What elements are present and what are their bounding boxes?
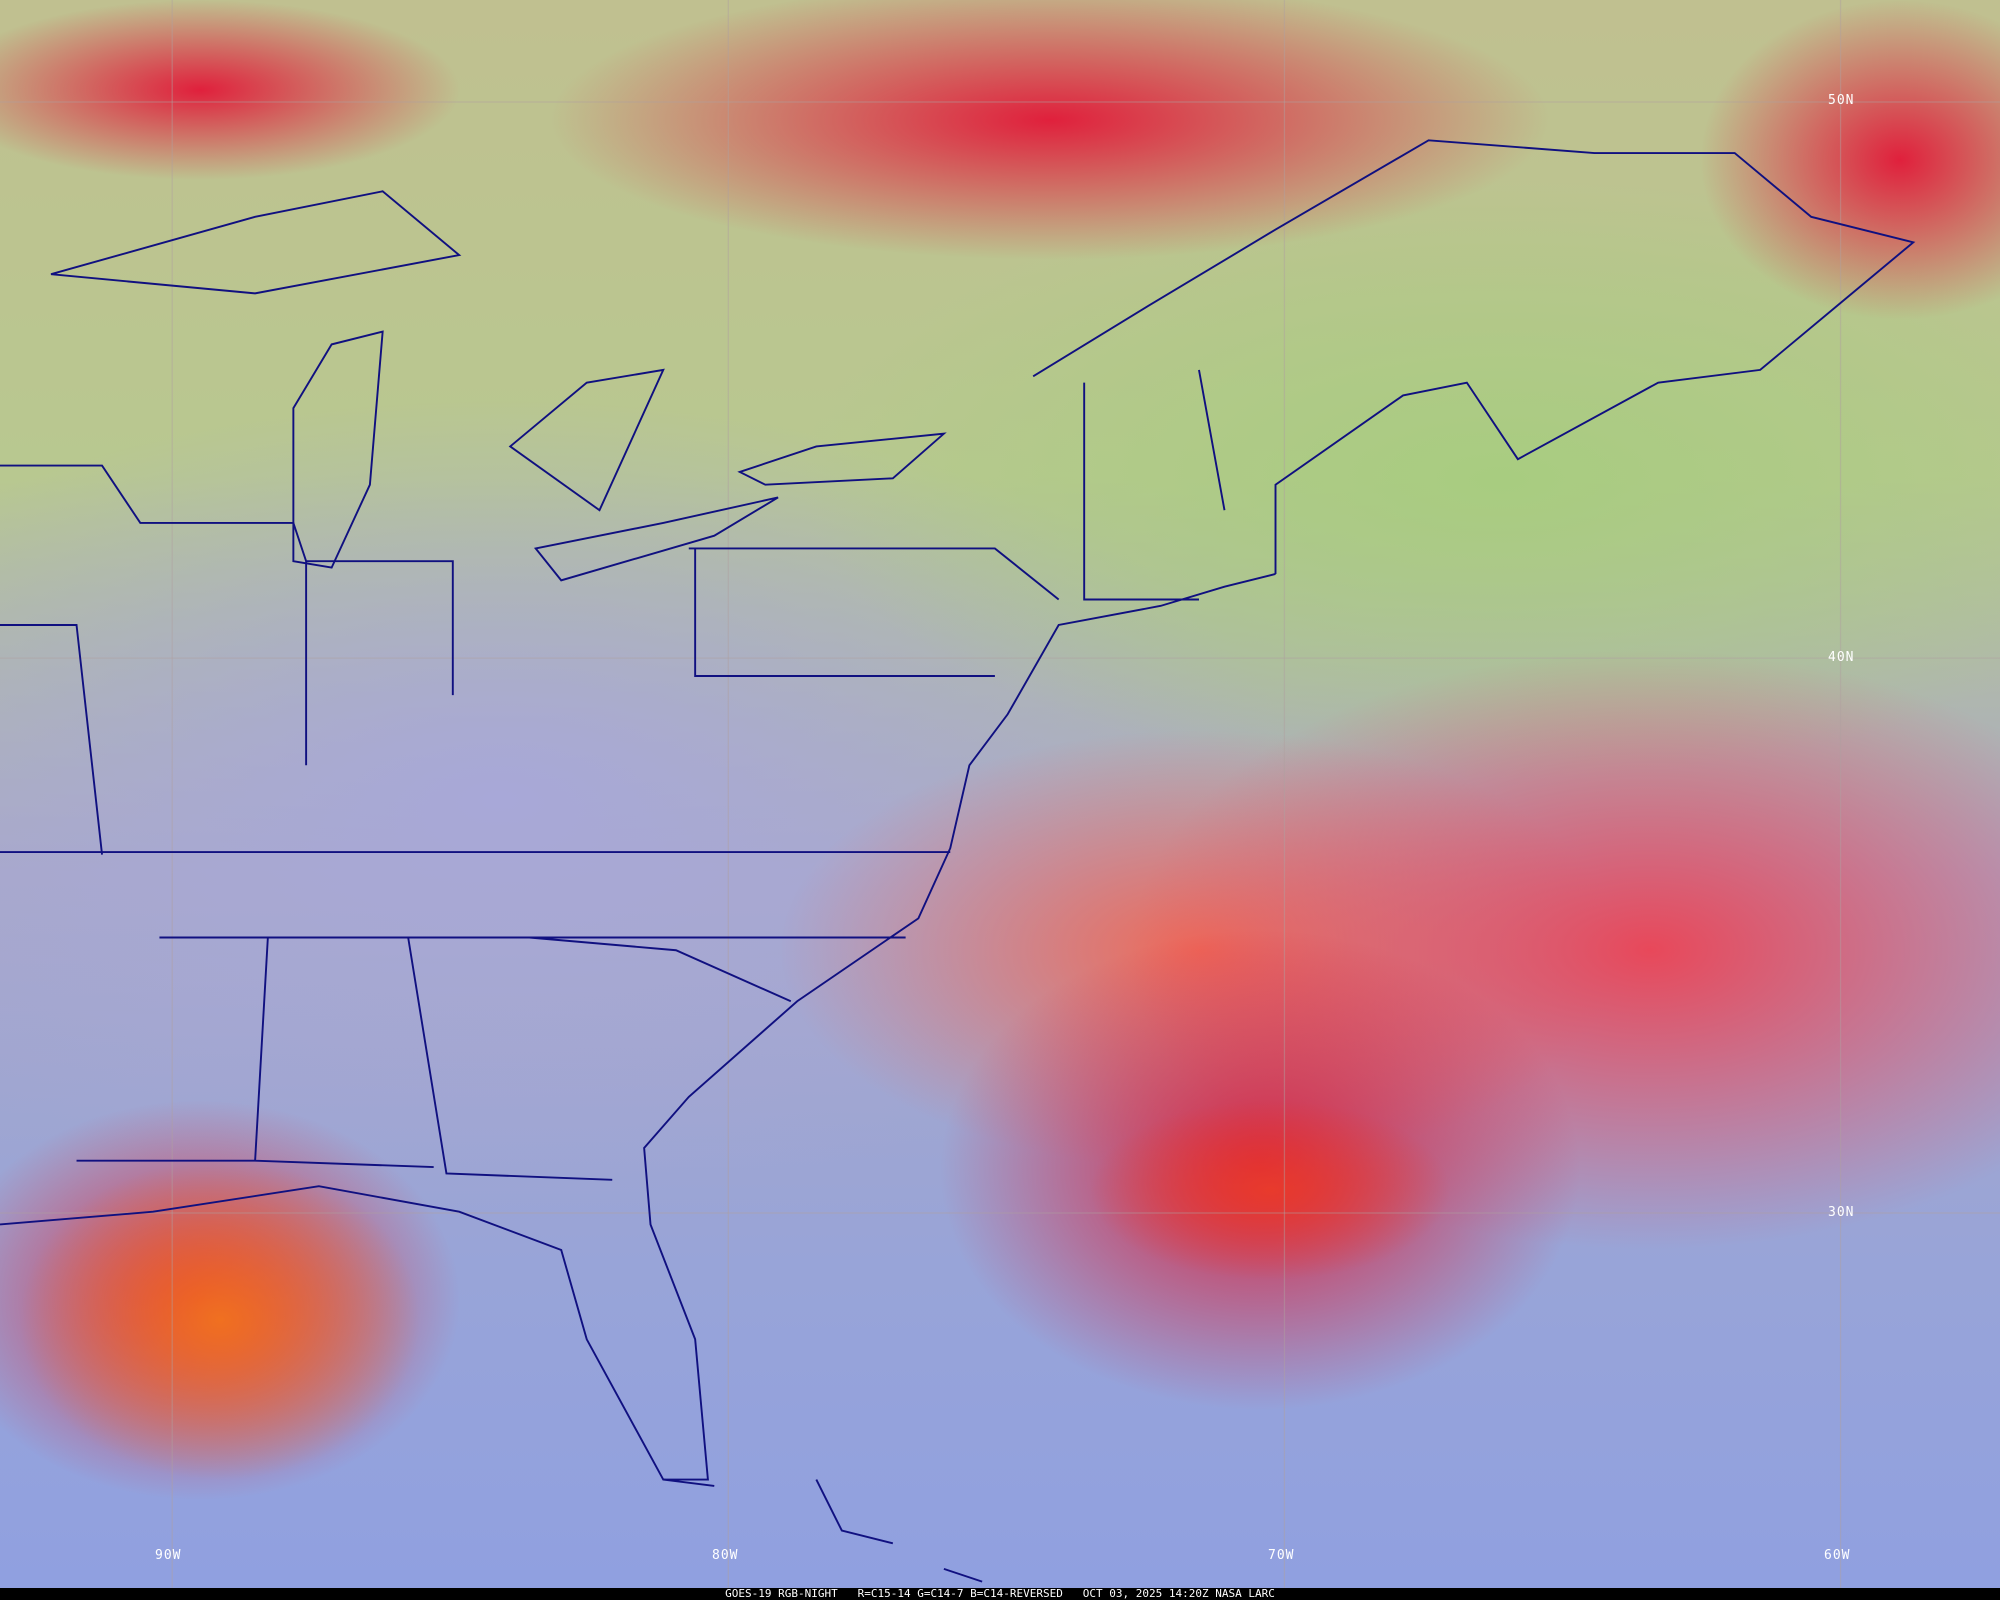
- caption-satellite: GOES-19: [725, 1587, 772, 1600]
- us-east-coastline: [0, 573, 1276, 1481]
- longitude-label: 90W: [155, 1548, 182, 1563]
- longitude-label: 80W: [712, 1548, 739, 1563]
- longitude-label: 70W: [1268, 1548, 1295, 1563]
- latitude-label: 30N: [1828, 1205, 1855, 1220]
- state-borders: [0, 369, 1226, 1181]
- caption-recipe: R=C15-14 G=C14-7 B=C14-REVERSED: [857, 1587, 1063, 1600]
- latitude-label: 50N: [1828, 93, 1855, 108]
- caption-product: RGB-NIGHT: [778, 1587, 838, 1600]
- great-lakes: [50, 190, 947, 582]
- image-caption: GOES-19 RGB-NIGHT R=C15-14 G=C14-7 B=C14…: [0, 1588, 2000, 1600]
- coastlines-and-borders: [0, 139, 1916, 1583]
- canada-coastline: [1032, 139, 1916, 574]
- florida-keys: [663, 1478, 983, 1583]
- caption-datetime: OCT 03, 2025 14:20Z: [1082, 1587, 1209, 1600]
- longitude-label: 60W: [1824, 1548, 1851, 1563]
- latitude-label: 40N: [1828, 650, 1855, 665]
- caption-source: NASA LARC: [1215, 1587, 1275, 1600]
